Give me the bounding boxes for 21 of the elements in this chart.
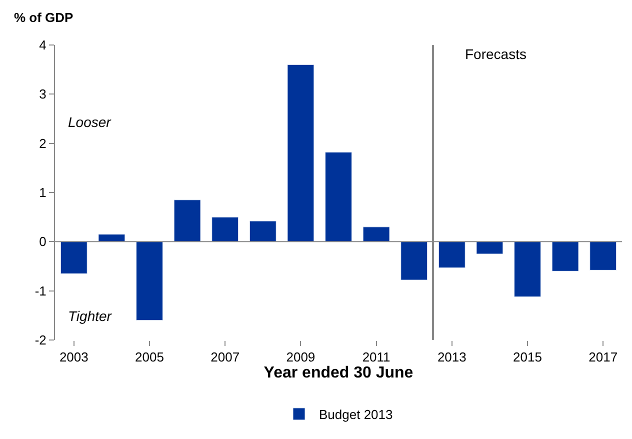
x-tick-label: 2017 bbox=[588, 350, 618, 365]
y-tick-label: 3 bbox=[39, 86, 46, 102]
y-tick-label: 4 bbox=[39, 38, 46, 53]
x-axis-title: Year ended 30 June bbox=[264, 364, 414, 382]
annotation: Tighter bbox=[68, 308, 113, 324]
annotation: Forecasts bbox=[465, 46, 526, 62]
y-tick-label: 2 bbox=[39, 136, 46, 151]
x-tick-label: 2013 bbox=[437, 350, 466, 365]
y-tick-label: 1 bbox=[39, 185, 46, 200]
x-tick-label: 2005 bbox=[135, 350, 164, 365]
y-tick-label: 0 bbox=[39, 234, 46, 250]
legend-label: Budget 2013 bbox=[319, 407, 393, 422]
annotation: Looser bbox=[68, 114, 112, 130]
x-tick-label: 2003 bbox=[59, 350, 88, 365]
y-tick-label: -2 bbox=[34, 332, 46, 348]
y-axis-title: % of GDP bbox=[14, 10, 74, 25]
x-tick-label: 2009 bbox=[286, 350, 316, 365]
x-tick-label: 2007 bbox=[210, 350, 240, 365]
y-tick-label: -1 bbox=[34, 283, 46, 298]
x-tick-label: 2011 bbox=[362, 350, 390, 365]
x-tick-label: 2015 bbox=[513, 350, 542, 365]
